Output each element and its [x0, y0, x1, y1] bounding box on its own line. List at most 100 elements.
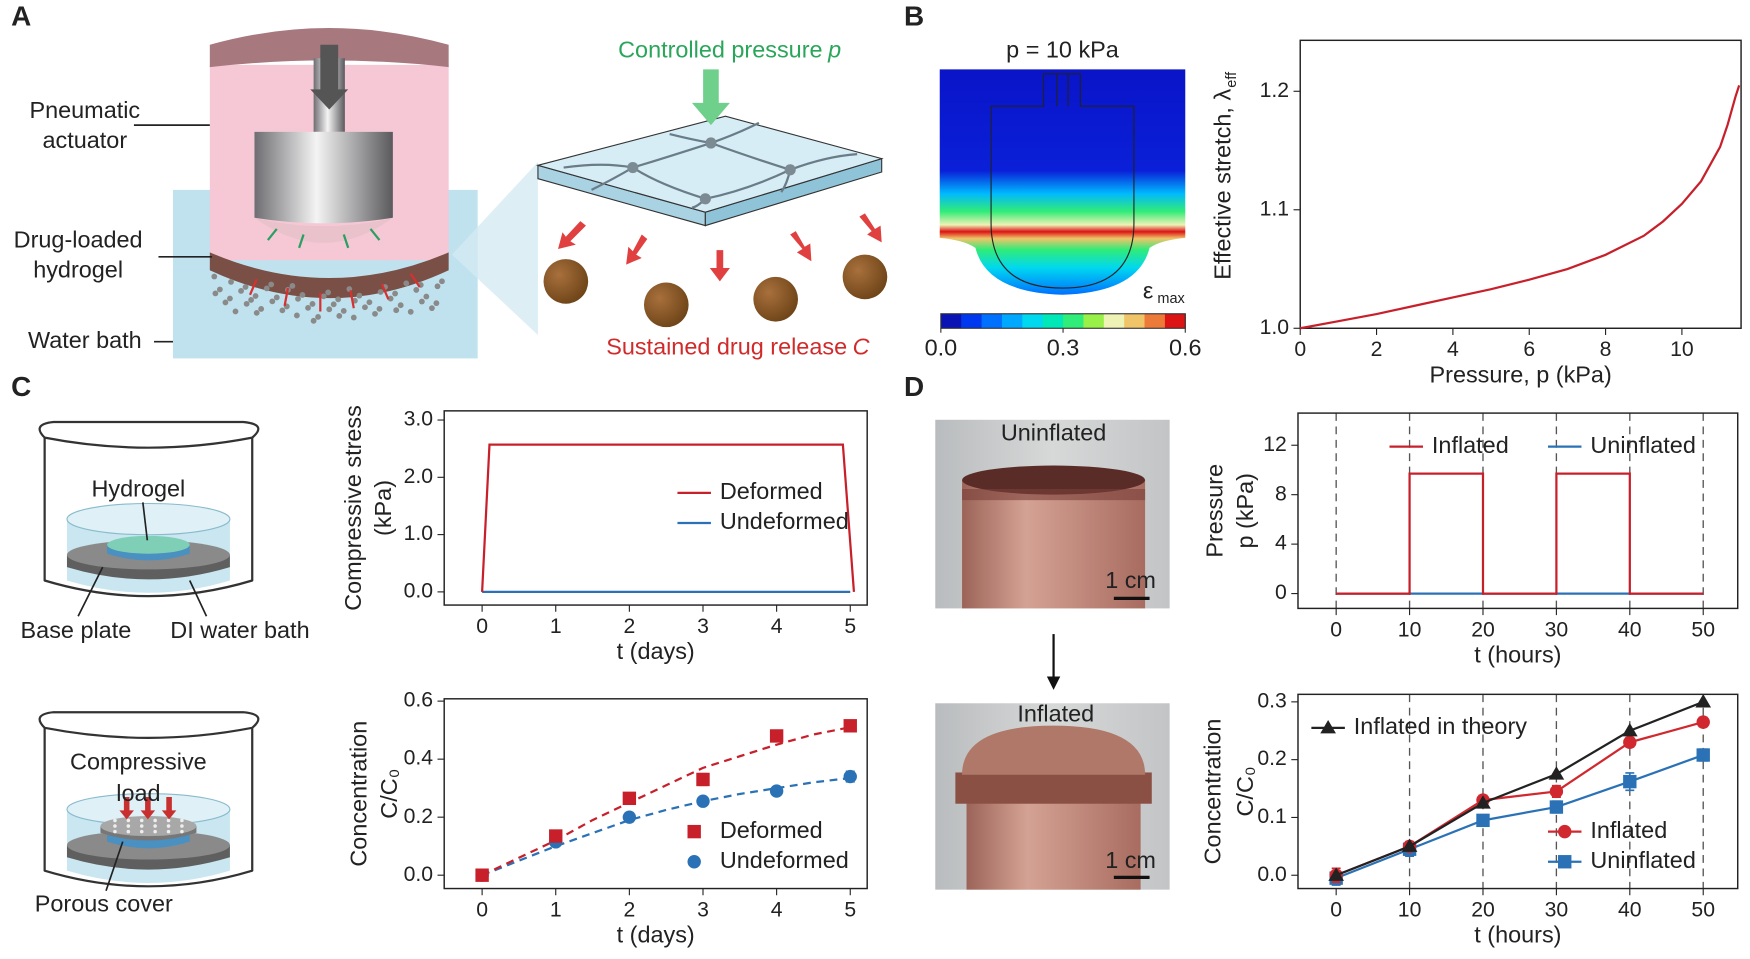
x-tick-label: 50	[1691, 898, 1715, 921]
drug-dot	[387, 295, 394, 302]
y-axis-label: p (kPa)	[1232, 473, 1258, 548]
legend-marker	[1558, 855, 1572, 869]
sample-cylinder	[966, 801, 1141, 890]
hydrogel-disc	[107, 535, 190, 554]
plot-frame	[443, 410, 868, 606]
diagram-label: actuator	[43, 127, 128, 153]
series-line	[1336, 472, 1704, 595]
x-tick-label: 10	[1398, 898, 1422, 921]
pore	[180, 829, 184, 834]
marker	[622, 791, 637, 806]
diagram-label: Base plate	[21, 617, 132, 643]
pore	[113, 829, 117, 834]
drug-dot	[212, 290, 219, 297]
colorbar-swatch	[1144, 313, 1166, 329]
x-tick-label: 2	[1371, 338, 1383, 361]
drug-dot	[242, 284, 249, 290]
marker	[1623, 774, 1637, 789]
drug-dot	[263, 285, 270, 292]
pore	[126, 818, 131, 823]
y-tick-label: 1.0	[404, 522, 433, 545]
marker	[1696, 748, 1710, 762]
diagram-label: C	[853, 334, 871, 360]
y-tick-label: 12	[1263, 433, 1287, 456]
panel-label: C	[11, 371, 31, 402]
y-tick-label: 4	[1275, 532, 1287, 555]
legend-label: Inflated in theory	[1354, 713, 1527, 739]
drug-dot	[439, 278, 445, 285]
network-nodes	[627, 137, 796, 205]
chart: 0 2 4 6 8 10 1.0 1.1 1.2 Pressure, p (kPa) Effecti…	[1210, 39, 1742, 387]
x-tick-label: 50	[1691, 618, 1715, 641]
pore	[126, 829, 131, 834]
drug-particles	[543, 254, 888, 328]
pore	[180, 824, 184, 828]
x-tick-label: 0	[476, 615, 488, 638]
drug-dot	[289, 283, 296, 289]
y-axis-label: Compressive stress	[340, 405, 366, 611]
y-axis-label: Pressure	[1202, 464, 1228, 558]
y-tick-label: 0	[1275, 581, 1287, 604]
chart: 0 1 2 3 4 5 0.0 0.2 0.4 0.6 t (days) Concentration C…	[346, 689, 868, 948]
colorbar-swatch	[981, 313, 1003, 329]
x-tick-label: 10	[1670, 338, 1694, 361]
series-line	[1300, 85, 1741, 330]
pore	[113, 824, 117, 828]
drug-dot	[211, 273, 218, 280]
drug-dot	[372, 310, 378, 317]
plot-frame	[1297, 412, 1739, 610]
arrow	[1046, 676, 1061, 690]
diagram-label: Controlled pressure	[618, 37, 822, 63]
legend-marker	[1320, 720, 1336, 734]
x-tick-label: 5	[844, 615, 856, 638]
sample-rim	[955, 772, 1152, 804]
cover-pores	[113, 818, 184, 834]
drug-dot	[295, 295, 301, 302]
pore	[180, 818, 184, 823]
drug-dot	[377, 289, 384, 295]
colorbar-swatch	[1103, 313, 1125, 329]
sample-rim	[962, 488, 1146, 501]
series-line	[481, 726, 851, 877]
plot-frame	[1297, 693, 1739, 890]
load-arrows	[119, 797, 177, 820]
pore	[139, 818, 144, 823]
diagram-label: Sustained drug release	[606, 334, 847, 360]
diagram-label: Water bath	[28, 327, 142, 353]
y-tick-label: 1.0	[1260, 316, 1289, 339]
drug-dot	[253, 309, 260, 316]
diagram-label: load	[116, 780, 160, 806]
drug-dot	[340, 308, 347, 314]
x-tick-label: 2	[623, 898, 635, 921]
y-tick-label: 0.6	[404, 689, 433, 712]
x-axis-label: t (hours)	[1474, 922, 1561, 948]
pressure-arrow	[691, 69, 730, 126]
colorbar-swatch	[1124, 313, 1146, 329]
drug-dot	[305, 304, 311, 311]
drug-dot	[279, 307, 286, 314]
scale-label: 1 cm	[1105, 567, 1156, 593]
pore	[153, 824, 157, 828]
y-axis-label: Effective stretch, λ	[1210, 89, 1236, 280]
y-tick-label: 1.2	[1260, 79, 1289, 102]
colorbar-tick-label: 0.0	[925, 335, 958, 361]
x-axis-label: t (days)	[617, 638, 695, 664]
x-tick-label: 4	[771, 898, 783, 921]
marker	[1548, 766, 1565, 780]
sample-dome	[962, 725, 1146, 775]
y-tick-label: 0.0	[1257, 863, 1286, 886]
drug-dot	[232, 308, 239, 315]
marker	[843, 719, 857, 733]
x-tick-label: 30	[1545, 898, 1569, 921]
x-axis-label: Pressure, p (kPa)	[1430, 361, 1612, 387]
colorbar-swatch	[1001, 313, 1023, 329]
drug-dot	[293, 312, 300, 319]
panel-label: D	[904, 371, 924, 402]
drug-dot	[330, 301, 337, 308]
leader-line	[142, 502, 149, 541]
y-tick-label: 1.1	[1260, 197, 1289, 220]
panel-label: B	[904, 0, 924, 31]
legend-marker	[687, 824, 701, 839]
drug-dot	[356, 292, 363, 299]
x-tick-label: 30	[1545, 618, 1569, 641]
